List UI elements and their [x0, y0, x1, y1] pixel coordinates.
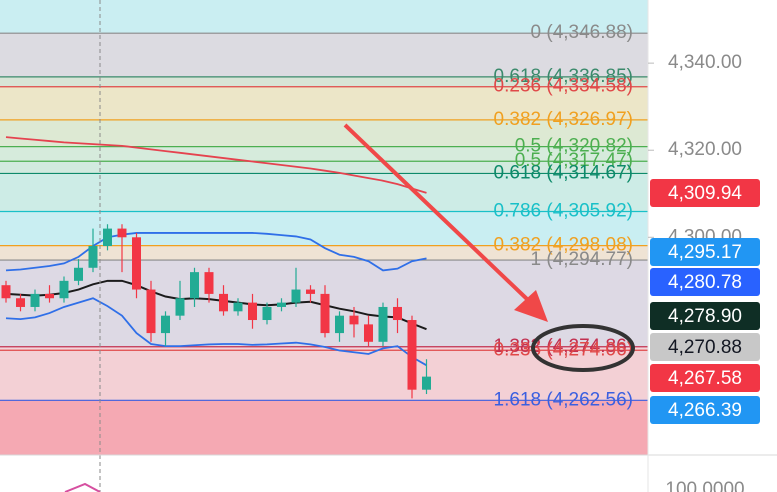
price-badge — [650, 364, 760, 392]
candle-body — [59, 280, 69, 299]
price-badge — [650, 238, 760, 266]
price-badge-label: 4,280.78 — [668, 272, 742, 293]
fib-band — [0, 346, 648, 351]
fib-level-label: 0.618 (4,314.67) — [494, 162, 633, 183]
candle-body — [378, 306, 388, 342]
candle-body — [320, 293, 330, 334]
price-badge — [650, 302, 760, 330]
candle-body — [422, 376, 431, 390]
candle-body — [132, 237, 141, 290]
fib-band — [0, 400, 648, 455]
fib-level-label: 0.236 (4,334.58) — [494, 76, 633, 97]
candle-body — [117, 228, 127, 238]
fib-level-label: 0.618 (4,336.85) — [494, 66, 633, 87]
candle-body — [74, 267, 83, 281]
fib-band — [0, 119, 648, 147]
candle-body — [407, 320, 417, 390]
fib-level-label: 0.786 (4,305.92) — [494, 201, 633, 222]
candle-body — [204, 272, 214, 294]
candle-body — [248, 302, 257, 321]
indicator-line — [64, 482, 101, 492]
price-badge-label: 4,270.88 — [668, 337, 742, 358]
fib-band — [0, 86, 648, 120]
candle-body — [233, 302, 243, 312]
candle-body — [306, 289, 315, 294]
price-badge-label: 4,267.58 — [668, 368, 742, 389]
price-badge-label: 4,278.90 — [668, 306, 742, 327]
fib-band — [0, 76, 648, 87]
candle-body — [45, 293, 54, 299]
indicator-line — [5, 232, 427, 272]
fib-level-label: 1.618 (4,262.56) — [494, 389, 633, 410]
candle-body — [190, 272, 199, 299]
candle-body — [219, 293, 228, 312]
candle-body — [364, 324, 373, 342]
fib-level-label: 0.236 (4,274.06) — [494, 339, 633, 360]
fib-level-label: 0 (4,346.88) — [531, 22, 633, 43]
fib-level-label: 0.382 (4,298.08) — [494, 235, 633, 256]
fib-level-label: 0.5 (4,320.82) — [515, 136, 633, 157]
fib-band — [0, 161, 648, 174]
price-badge-label: 4,266.39 — [668, 400, 742, 421]
candle-body — [161, 315, 170, 334]
fib-band — [0, 33, 648, 77]
price-badge-label: 4,295.17 — [668, 242, 742, 263]
fib-level-label: 0.5 (4,317.47) — [515, 150, 633, 171]
candle-body — [175, 298, 185, 316]
candle-body — [1, 285, 11, 299]
fib-level-label: 1 (4,294.77) — [531, 249, 633, 270]
indicator-line — [5, 136, 427, 194]
candle-body — [262, 306, 272, 321]
price-badge-label: 4,309.94 — [668, 183, 742, 204]
candle-body — [146, 289, 156, 334]
circle-annotation — [531, 324, 635, 372]
y-tick-label: 4,340.00 — [668, 52, 742, 73]
candle-body — [349, 315, 359, 325]
candle-body — [335, 315, 344, 334]
candle-body — [291, 289, 301, 303]
candle-body — [88, 246, 98, 268]
arrow-shaft — [343, 123, 530, 302]
y-tick-label: 4,320.00 — [668, 139, 742, 160]
candle-body — [16, 298, 25, 307]
arrow-head — [514, 290, 548, 322]
fib-band — [0, 245, 648, 261]
candle-body — [103, 228, 112, 247]
price-badge — [650, 333, 760, 361]
lower-pane-label: 100.0000 — [665, 479, 744, 492]
indicator-line — [5, 297, 427, 367]
indicator-line — [5, 279, 427, 331]
candle-body — [277, 302, 286, 307]
candle-body — [30, 293, 40, 307]
price-badge — [650, 396, 760, 424]
price-badge — [650, 268, 760, 296]
price-badge — [650, 179, 760, 207]
fib-band — [0, 173, 648, 212]
fib-level-label: 1.382 (4,274.86) — [494, 336, 633, 357]
fib-level-label: 0.382 (4,326.97) — [494, 109, 633, 130]
arrow-annotation — [343, 123, 548, 322]
candle-body — [393, 306, 402, 321]
